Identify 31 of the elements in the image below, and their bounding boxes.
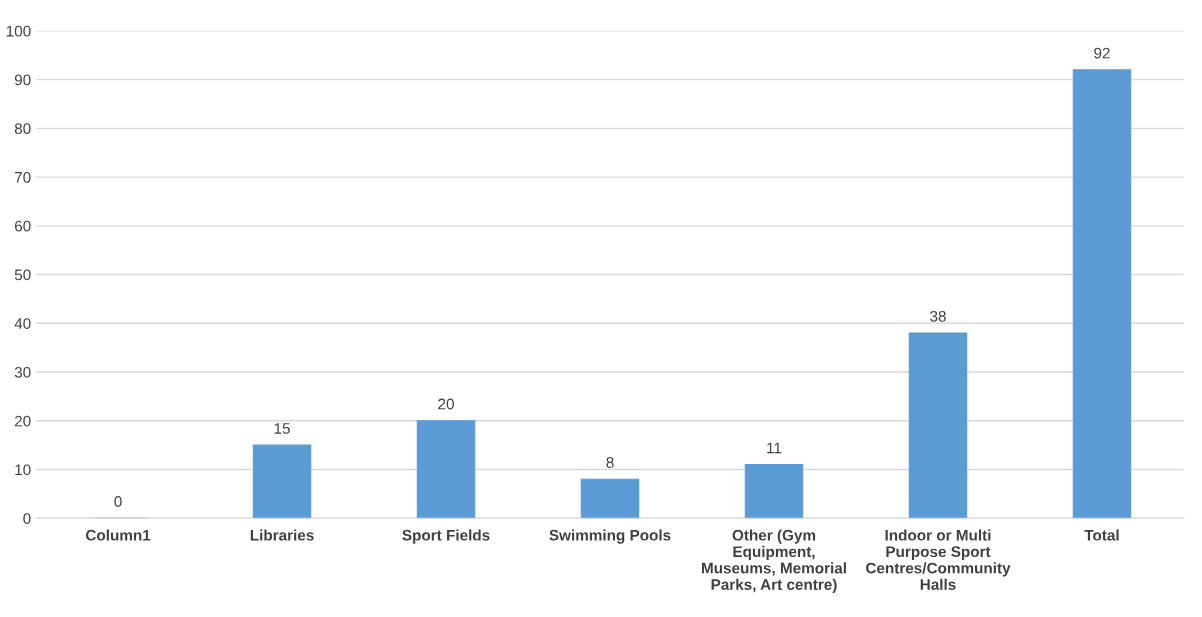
y-tick-label: 70 [14, 171, 31, 183]
x-tick-label: Other (Gym Equipment, Museums, Memorial Parks, Art centre) [702, 529, 846, 593]
bar [908, 332, 968, 519]
bar [1072, 69, 1132, 519]
y-tick-label: 20 [14, 415, 31, 427]
bar [416, 420, 476, 519]
data-label: 38 [930, 310, 946, 322]
data-label: 8 [606, 457, 614, 468]
y-tick-label: 60 [14, 220, 31, 232]
bar [580, 478, 640, 519]
data-label: 92 [1094, 47, 1110, 59]
bar [252, 444, 312, 519]
x-tick-label: Indoor or Multi Purpose Sport Centres/Community Halls [866, 529, 1011, 590]
x-tick-label: Total [1084, 529, 1119, 541]
y-tick-label: 40 [14, 318, 31, 329]
data-label: 11 [767, 442, 782, 454]
y-tick-label: 100 [6, 25, 31, 37]
y-tick-label: 10 [15, 464, 31, 476]
y-tick-label: 50 [14, 269, 31, 281]
bar [744, 464, 804, 519]
x-tick-label: Sport Fields [402, 529, 490, 544]
x-tick-label: Libraries [250, 529, 314, 541]
y-tick-label: 80 [14, 123, 31, 135]
y-tick-label: 30 [14, 366, 31, 378]
y-tick-label: 90 [14, 74, 31, 86]
data-label: 0 [114, 496, 122, 507]
x-tick-label: Column1 [86, 529, 151, 541]
x-tick-label: Swimming Pools [549, 529, 671, 544]
data-label: 20 [438, 398, 454, 410]
data-label: 15 [274, 423, 290, 434]
y-tick-label: 0 [23, 513, 31, 524]
